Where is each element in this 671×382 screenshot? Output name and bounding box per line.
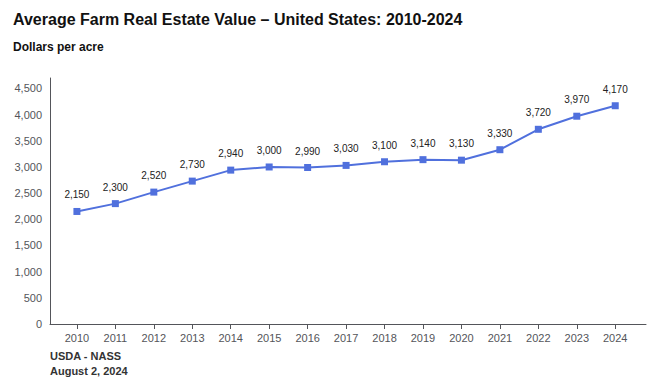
svg-text:Average Farm Real Estate Value: Average Farm Real Estate Value – United … [13, 11, 463, 28]
svg-text:3,000: 3,000 [257, 145, 282, 156]
svg-text:3,500: 3,500 [14, 135, 42, 147]
svg-text:2013: 2013 [180, 332, 204, 344]
svg-text:1,000: 1,000 [14, 266, 42, 278]
svg-text:2010: 2010 [65, 332, 89, 344]
svg-text:August 2, 2024: August 2, 2024 [50, 365, 129, 377]
svg-text:2018: 2018 [372, 332, 396, 344]
svg-text:Dollars per acre: Dollars per acre [13, 40, 104, 54]
svg-text:3,130: 3,130 [449, 138, 474, 149]
svg-text:2014: 2014 [218, 332, 242, 344]
svg-text:2,730: 2,730 [180, 159, 205, 170]
svg-text:3,140: 3,140 [410, 138, 435, 149]
svg-text:2,150: 2,150 [64, 189, 89, 200]
svg-text:2,520: 2,520 [141, 170, 166, 181]
svg-text:2020: 2020 [449, 332, 473, 344]
svg-text:2012: 2012 [142, 332, 166, 344]
svg-text:2011: 2011 [104, 332, 128, 344]
svg-text:2019: 2019 [411, 332, 435, 344]
svg-text:2015: 2015 [257, 332, 281, 344]
svg-text:3,000: 3,000 [14, 161, 42, 173]
svg-text:4,000: 4,000 [14, 109, 42, 121]
svg-text:2,940: 2,940 [218, 148, 243, 159]
svg-text:2021: 2021 [488, 332, 512, 344]
svg-text:2,990: 2,990 [295, 146, 320, 157]
svg-text:3,720: 3,720 [526, 107, 551, 118]
svg-text:2016: 2016 [295, 332, 319, 344]
svg-text:2024: 2024 [603, 332, 627, 344]
svg-text:3,330: 3,330 [487, 128, 512, 139]
svg-text:3,030: 3,030 [334, 143, 359, 154]
svg-text:1,500: 1,500 [14, 239, 42, 251]
svg-text:USDA - NASS: USDA - NASS [50, 350, 121, 362]
svg-text:2022: 2022 [526, 332, 550, 344]
svg-text:4,170: 4,170 [603, 84, 628, 95]
svg-text:2017: 2017 [334, 332, 358, 344]
svg-text:2,300: 2,300 [103, 182, 128, 193]
svg-text:3,100: 3,100 [372, 140, 397, 151]
svg-text:500: 500 [24, 292, 42, 304]
svg-text:2,500: 2,500 [14, 187, 42, 199]
svg-text:2,000: 2,000 [14, 213, 42, 225]
svg-text:4,500: 4,500 [14, 82, 42, 94]
svg-text:2023: 2023 [565, 332, 589, 344]
svg-text:3,970: 3,970 [564, 94, 589, 105]
svg-text:0: 0 [36, 318, 42, 330]
